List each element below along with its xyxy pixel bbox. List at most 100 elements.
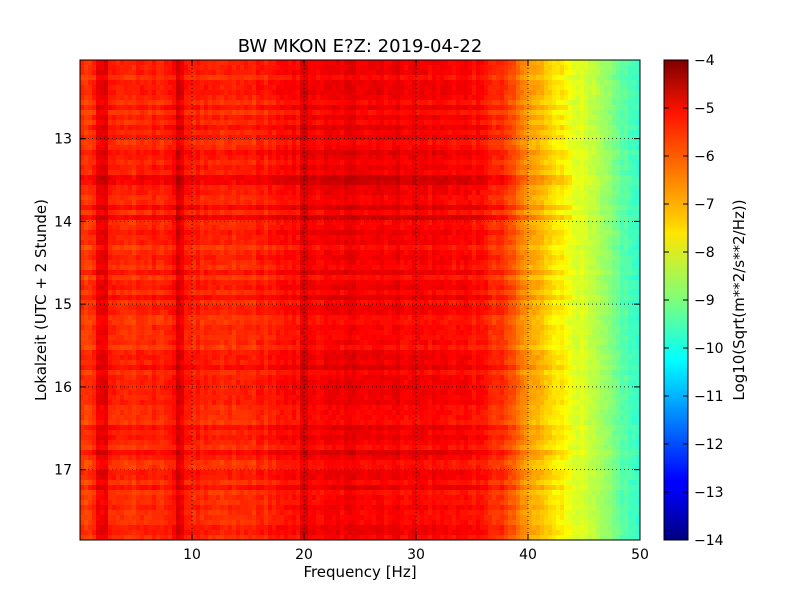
heatmap-cell xyxy=(112,130,117,136)
heatmap-cell xyxy=(560,75,565,81)
heatmap-cell xyxy=(200,165,205,171)
heatmap-cell xyxy=(460,195,465,201)
heatmap-cell xyxy=(216,75,221,81)
heatmap-cell xyxy=(344,235,349,241)
heatmap-cell xyxy=(256,115,261,121)
heatmap-cell xyxy=(232,210,237,216)
heatmap-cell xyxy=(280,140,285,146)
heatmap-cell xyxy=(556,90,561,96)
heatmap-cell xyxy=(80,85,85,91)
heatmap-cell xyxy=(576,155,581,161)
heatmap-cell xyxy=(332,190,337,196)
heatmap-cell xyxy=(432,60,437,66)
heatmap-cell xyxy=(488,155,493,161)
heatmap-cell xyxy=(636,120,640,126)
heatmap-cell xyxy=(292,120,297,126)
heatmap-cell xyxy=(560,160,565,166)
heatmap-cell xyxy=(528,160,533,166)
heatmap-cell xyxy=(140,185,145,191)
heatmap-cell xyxy=(320,100,325,106)
heatmap-cell xyxy=(388,225,393,231)
heatmap-cell xyxy=(396,215,401,221)
heatmap-cell xyxy=(424,100,429,106)
heatmap-cell xyxy=(432,140,437,146)
heatmap-cell xyxy=(88,155,93,161)
heatmap-cell xyxy=(624,60,629,66)
heatmap-cell xyxy=(292,170,297,176)
heatmap-cell xyxy=(104,160,109,166)
heatmap-cell xyxy=(260,115,265,121)
heatmap-cell xyxy=(296,115,301,121)
heatmap-cell xyxy=(624,145,629,151)
heatmap-cell xyxy=(148,130,153,136)
heatmap-cell xyxy=(500,105,505,111)
heatmap-cell xyxy=(536,125,541,131)
heatmap-cell xyxy=(548,165,553,171)
heatmap-cell xyxy=(412,235,417,241)
heatmap-cell xyxy=(308,85,313,91)
heatmap-cell xyxy=(616,105,621,111)
heatmap-cell xyxy=(244,125,249,131)
heatmap-cell xyxy=(296,200,301,206)
heatmap-cell xyxy=(140,75,145,81)
heatmap-cell xyxy=(360,65,365,71)
heatmap-cell xyxy=(420,60,425,66)
heatmap-cell xyxy=(420,235,425,241)
heatmap-cell xyxy=(424,65,429,71)
heatmap-cell xyxy=(376,125,381,131)
heatmap-cell xyxy=(292,85,297,91)
heatmap-cell xyxy=(128,95,133,101)
heatmap-cell xyxy=(116,135,121,141)
heatmap-cell xyxy=(472,90,477,96)
heatmap-cell xyxy=(552,185,557,191)
heatmap-cell xyxy=(432,80,437,86)
heatmap-cell xyxy=(192,135,197,141)
heatmap-cell xyxy=(236,125,241,131)
heatmap-cell xyxy=(244,110,249,116)
heatmap-cell xyxy=(188,70,193,76)
heatmap-cell xyxy=(596,205,601,211)
heatmap-cell xyxy=(556,185,561,191)
heatmap-cell xyxy=(512,85,517,91)
heatmap-cell xyxy=(552,215,557,221)
heatmap-cell xyxy=(532,125,537,131)
heatmap-cell xyxy=(500,100,505,106)
heatmap-cell xyxy=(356,70,361,76)
heatmap-cell xyxy=(464,225,469,231)
heatmap-cell xyxy=(236,150,241,156)
heatmap-cell xyxy=(588,185,593,191)
heatmap-cell xyxy=(236,215,241,221)
heatmap-cell xyxy=(408,135,413,141)
heatmap-cell xyxy=(548,180,553,186)
heatmap-cell xyxy=(480,95,485,101)
heatmap-cell xyxy=(224,180,229,186)
heatmap-cell xyxy=(452,120,457,126)
heatmap-cell xyxy=(508,195,513,201)
heatmap-cell xyxy=(200,80,205,86)
heatmap-cell xyxy=(408,175,413,181)
heatmap-cell xyxy=(276,140,281,146)
heatmap-cell xyxy=(232,150,237,156)
heatmap-cell xyxy=(416,190,421,196)
heatmap-cell xyxy=(540,65,545,71)
heatmap-cell xyxy=(404,200,409,206)
heatmap-cell xyxy=(112,185,117,191)
heatmap-cell xyxy=(280,160,285,166)
heatmap-cell xyxy=(432,225,437,231)
heatmap-cell xyxy=(128,70,133,76)
heatmap-cell xyxy=(416,180,421,186)
heatmap-cell xyxy=(264,205,269,211)
heatmap-cell xyxy=(576,230,581,236)
heatmap-cell xyxy=(228,150,233,156)
heatmap-cell xyxy=(556,170,561,176)
heatmap-cell xyxy=(552,125,557,131)
heatmap-cell xyxy=(284,70,289,76)
heatmap-cell xyxy=(176,230,181,236)
heatmap-cell xyxy=(516,145,521,151)
heatmap-cell xyxy=(568,230,573,236)
heatmap-cell xyxy=(412,105,417,111)
heatmap-cell xyxy=(248,145,253,151)
heatmap-cell xyxy=(316,105,321,111)
heatmap-cell xyxy=(320,180,325,186)
heatmap-cell xyxy=(496,175,501,181)
